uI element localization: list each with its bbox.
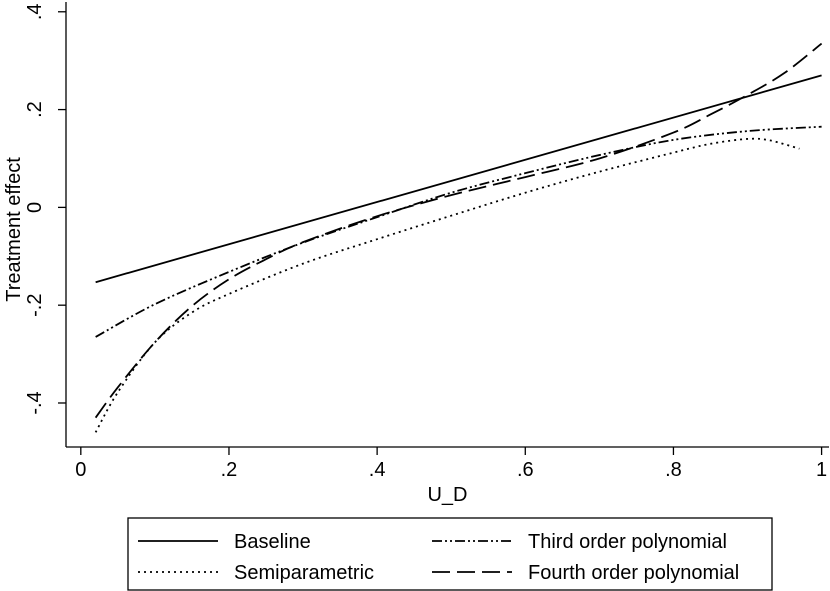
series-line-third-order-polynomial	[95, 125, 822, 338]
y-tick-label: .4	[24, 3, 46, 20]
legend: Baseline Third order polynomial Semiparame…	[127, 517, 773, 591]
legend-label-baseline: Baseline	[234, 531, 311, 553]
y-tick-label: 0	[24, 202, 46, 213]
x-tick-label: .2	[221, 459, 238, 481]
x-tick-label: .4	[369, 459, 386, 481]
x-tick-label: .8	[665, 459, 682, 481]
plot-series	[94, 42, 823, 433]
y-tick-label: -.2	[24, 294, 46, 317]
x-tick-label: .6	[517, 459, 534, 481]
x-axis-title: U_D	[427, 484, 467, 506]
legend-label-semiparametric: Semiparametric	[234, 562, 374, 584]
y-tick-label: .2	[24, 101, 46, 118]
x-tick-label: 0	[75, 459, 86, 481]
series-line-semiparametric	[94, 137, 800, 433]
legend-box	[127, 517, 773, 591]
y-tick-label: -.4	[24, 391, 46, 414]
legend-label-fourth-order-polynomial: Fourth order polynomial	[528, 562, 739, 584]
series-line-fourth-order-polynomial	[94, 42, 823, 419]
legend-label-third-order-polynomial: Third order polynomial	[528, 531, 727, 553]
series-line-baseline	[95, 74, 822, 284]
x-tick-label: 1	[816, 459, 827, 481]
axes	[65, 2, 829, 448]
axis-ticks: 0 .2 .4 .6 .8 1 -.4 -.2 0 .2 .4	[24, 3, 827, 481]
y-axis-title: Treatment effect	[3, 157, 25, 302]
